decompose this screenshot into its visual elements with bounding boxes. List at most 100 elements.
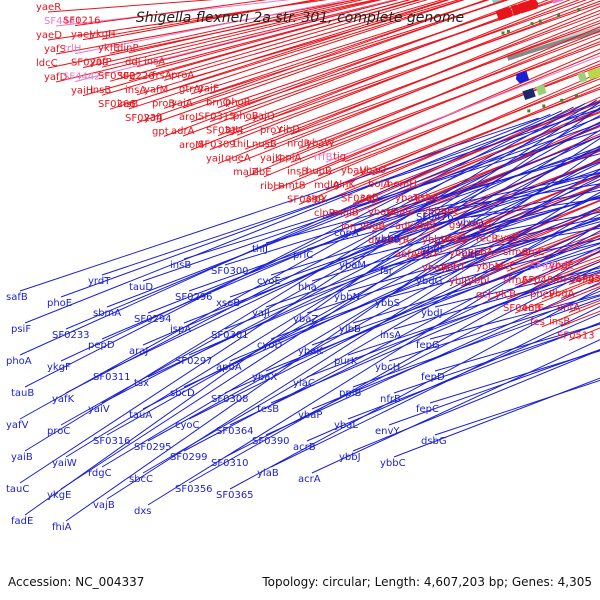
forward-gene-label: cysS bbox=[495, 233, 518, 244]
forward-gene-label: nusB bbox=[252, 139, 277, 150]
reverse-gene-label: SF0310 bbox=[211, 458, 249, 469]
reverse-gene-label: phoE bbox=[47, 298, 72, 309]
forward-gene-label: ykfE bbox=[98, 43, 120, 54]
forward-gene-label: ribH bbox=[260, 181, 281, 192]
reverse-label-leader bbox=[142, 123, 600, 282]
forward-gene-label: phoB bbox=[233, 111, 259, 122]
forward-gene-label: hemH bbox=[387, 179, 417, 190]
forward-gene-label: SF0494 bbox=[557, 274, 595, 285]
forward-gene-label: ushA bbox=[414, 192, 439, 203]
forward-gene-label: yaiH bbox=[71, 86, 93, 97]
reverse-label-leader bbox=[270, 174, 600, 276]
reverse-label-leader bbox=[306, 172, 600, 250]
reverse-label-leader bbox=[19, 103, 586, 420]
forward-gene-label: yafM bbox=[144, 84, 168, 95]
reverse-gene-label: priC bbox=[293, 250, 313, 261]
forward-label-leader bbox=[74, 0, 268, 27]
reverse-label-leader bbox=[224, 225, 600, 394]
forward-label-leader bbox=[325, 75, 600, 191]
feature-block bbox=[522, 87, 536, 100]
reverse-gene-label: citE bbox=[462, 250, 481, 261]
reverse-label-leader bbox=[147, 135, 600, 314]
forward-gene-label: ldcC bbox=[36, 58, 58, 69]
forward-gene-label: proA bbox=[171, 70, 194, 81]
feature-tracks bbox=[492, 0, 600, 113]
forward-gene-label: SF4441 bbox=[44, 16, 82, 27]
forward-label-leader bbox=[271, 13, 600, 136]
forward-gene-label: glnK bbox=[333, 180, 355, 191]
feature-block bbox=[535, 84, 547, 96]
reverse-gene-label: hha bbox=[298, 282, 317, 293]
forward-gene-label: sfmC bbox=[503, 247, 528, 258]
reverse-gene-label: SF0356 bbox=[175, 484, 213, 495]
feature-block bbox=[492, 0, 503, 4]
forward-gene-label: ybaN bbox=[368, 207, 394, 218]
marker-dot bbox=[560, 98, 564, 102]
forward-label-leader bbox=[155, 0, 412, 67]
forward-label-leader bbox=[109, 0, 450, 110]
reverse-label-leader bbox=[24, 107, 600, 516]
forward-gene-label: gtrAI bbox=[179, 84, 203, 95]
marker-dot bbox=[574, 94, 578, 98]
forward-gene-label: bolA bbox=[368, 179, 390, 190]
reverse-gene-label: ybaL bbox=[334, 420, 358, 431]
genome-summary-label: Topology: circular; Length: 4,607,203 bp… bbox=[261, 575, 592, 589]
forward-gene-label: ppiA bbox=[279, 152, 301, 163]
forward-label-leader bbox=[101, 0, 316, 40]
reverse-label-leader bbox=[106, 182, 600, 500]
forward-gene-label: ybbA bbox=[468, 248, 494, 259]
forward-gene-label: SF4444 bbox=[530, 261, 568, 272]
forward-label-leader bbox=[236, 16, 600, 164]
marker-dot bbox=[527, 109, 531, 113]
forward-label-leader bbox=[371, 88, 600, 176]
reverse-gene-label: SF0295 bbox=[134, 442, 172, 453]
reverse-gene-label: SF0316 bbox=[93, 436, 131, 447]
forward-gene-label: aefA bbox=[395, 249, 418, 260]
reverse-label-leader bbox=[265, 153, 600, 244]
reverse-gene-label: fepC bbox=[416, 404, 439, 415]
forward-gene-arrow bbox=[517, 0, 539, 14]
forward-gene-label: arcC bbox=[522, 247, 545, 258]
reverse-gene-label: ybdF bbox=[421, 244, 446, 255]
forward-label-leader bbox=[298, 52, 600, 177]
reverse-label-leader bbox=[188, 178, 600, 356]
reverse-gene-label: araJ bbox=[129, 346, 148, 357]
reverse-label-leader bbox=[101, 108, 600, 276]
forward-label-leader bbox=[128, 0, 422, 82]
forward-label-leader bbox=[47, 0, 377, 69]
reverse-gene-label: ybaZ bbox=[293, 314, 318, 325]
reverse-gene-label: cyoC bbox=[175, 420, 200, 431]
forward-label-leader bbox=[263, 3, 600, 122]
forward-gene-label: ybaW bbox=[306, 138, 334, 149]
reverse-label-leader bbox=[142, 148, 600, 346]
reverse-gene-label: yajI bbox=[252, 308, 270, 319]
reverse-gene-label: cyoE bbox=[257, 276, 281, 287]
forward-gene-label: tgt bbox=[225, 125, 239, 136]
reverse-gene-label: ybdJ bbox=[421, 308, 443, 319]
forward-gene-label: ribD bbox=[279, 124, 300, 135]
reverse-label-leader bbox=[270, 261, 600, 404]
reverse-gene-label: ybdQ bbox=[457, 218, 484, 229]
forward-gene-label: SF0234 bbox=[125, 113, 163, 124]
reverse-gene-label: SF0233 bbox=[52, 330, 90, 341]
feature-block bbox=[577, 71, 588, 83]
forward-label-leader bbox=[263, 37, 600, 178]
forward-gene-label: apt bbox=[441, 206, 457, 217]
forward-gene-label: yaeD bbox=[36, 30, 62, 41]
forward-gene-label: dinP bbox=[117, 43, 139, 54]
reverse-gene-label: SF0299 bbox=[170, 452, 208, 463]
reverse-label-leader bbox=[106, 135, 600, 372]
reverse-gene-label: rdgC bbox=[88, 468, 112, 479]
forward-gene-label: dnaX bbox=[368, 235, 394, 246]
forward-gene-arrow bbox=[552, 0, 564, 4]
reverse-gene-label: SF0311 bbox=[93, 372, 131, 383]
forward-label-leader bbox=[163, 0, 490, 109]
forward-gene-label: ybaY bbox=[414, 248, 439, 259]
forward-gene-label: proB bbox=[152, 98, 175, 109]
feature-block bbox=[587, 67, 600, 80]
forward-gene-arrow bbox=[510, 4, 521, 16]
forward-gene-label: insA bbox=[125, 85, 146, 96]
reverse-gene-label: acrB bbox=[293, 442, 316, 453]
forward-label-leader bbox=[155, 0, 464, 95]
